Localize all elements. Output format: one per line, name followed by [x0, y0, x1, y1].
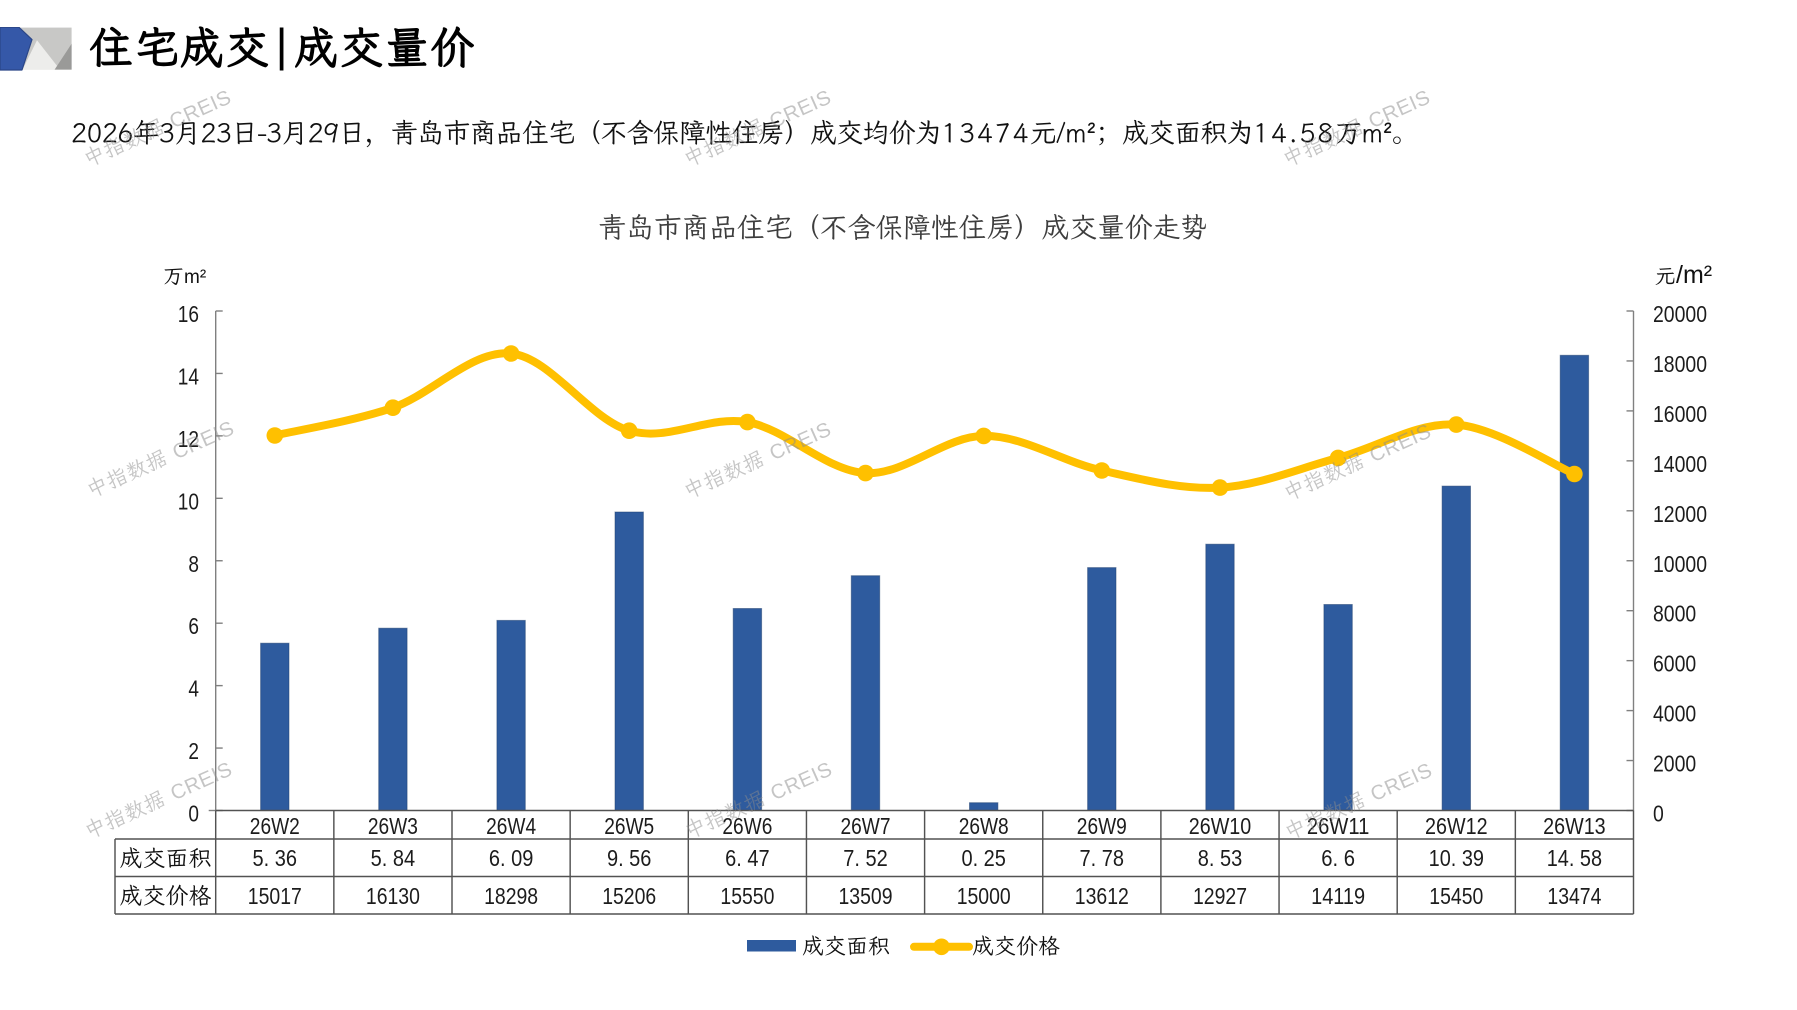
svg-text:26W2: 26W2: [250, 813, 300, 839]
svg-text:18000: 18000: [1653, 351, 1707, 377]
svg-text:2000: 2000: [1653, 751, 1696, 777]
svg-text:16130: 16130: [366, 883, 420, 909]
svg-text:15206: 15206: [602, 883, 656, 909]
svg-text:9. 56: 9. 56: [607, 845, 652, 871]
svg-text:0. 25: 0. 25: [961, 845, 1006, 871]
svg-text:20000: 20000: [1653, 301, 1707, 327]
svg-text:16: 16: [178, 301, 199, 327]
svg-text:7. 52: 7. 52: [843, 845, 888, 871]
svg-text:26W6: 26W6: [722, 813, 772, 839]
svg-text:成交价格: 成交价格: [972, 932, 1060, 961]
svg-text:15450: 15450: [1429, 883, 1483, 909]
svg-text:4000: 4000: [1653, 701, 1696, 727]
svg-text:12000: 12000: [1653, 501, 1707, 527]
svg-text:18298: 18298: [484, 883, 538, 909]
svg-text:10000: 10000: [1653, 551, 1707, 577]
svg-text:元/m²: 元/m²: [1655, 261, 1712, 289]
svg-text:16000: 16000: [1653, 401, 1707, 427]
svg-text:10. 39: 10. 39: [1429, 845, 1484, 871]
svg-text:15017: 15017: [248, 883, 302, 909]
svg-text:0: 0: [188, 801, 199, 827]
svg-text:8000: 8000: [1653, 601, 1696, 627]
svg-text:10: 10: [178, 488, 199, 514]
svg-text:8: 8: [188, 551, 199, 577]
svg-text:14000: 14000: [1653, 451, 1707, 477]
svg-text:13509: 13509: [839, 883, 893, 909]
svg-text:成交面积: 成交面积: [120, 842, 212, 873]
svg-text:0: 0: [1653, 801, 1664, 827]
svg-text:15000: 15000: [957, 883, 1011, 909]
svg-text:青岛市商品住宅（不含保障性住房）成交量价走势: 青岛市商品住宅（不含保障性住房）成交量价走势: [598, 208, 1207, 245]
svg-text:5. 84: 5. 84: [371, 845, 416, 871]
svg-text:8. 53: 8. 53: [1198, 845, 1243, 871]
svg-text:12927: 12927: [1193, 883, 1247, 909]
svg-text:26W11: 26W11: [1307, 813, 1370, 839]
svg-text:13474: 13474: [1547, 883, 1601, 909]
svg-text:12: 12: [178, 426, 199, 452]
svg-text:6. 09: 6. 09: [489, 845, 534, 871]
svg-text:26W8: 26W8: [959, 813, 1009, 839]
svg-text:4: 4: [188, 676, 199, 702]
svg-text:15550: 15550: [720, 883, 774, 909]
svg-text:26W4: 26W4: [486, 813, 536, 839]
svg-text:6000: 6000: [1653, 651, 1696, 677]
svg-text:14119: 14119: [1311, 883, 1365, 909]
svg-text:14: 14: [178, 363, 199, 389]
svg-text:13612: 13612: [1075, 883, 1129, 909]
svg-text:7. 78: 7. 78: [1080, 845, 1125, 871]
svg-text:5. 36: 5. 36: [253, 845, 298, 871]
svg-text:6. 6: 6. 6: [1321, 845, 1355, 871]
svg-text:26W10: 26W10: [1189, 813, 1252, 839]
svg-text:26W9: 26W9: [1077, 813, 1127, 839]
svg-text:6: 6: [188, 613, 199, 639]
svg-text:成交面积: 成交面积: [802, 932, 890, 961]
svg-text:26W12: 26W12: [1425, 813, 1488, 839]
svg-text:6. 47: 6. 47: [725, 845, 770, 871]
svg-text:26W13: 26W13: [1543, 813, 1606, 839]
svg-text:2: 2: [188, 738, 199, 764]
svg-text:26W3: 26W3: [368, 813, 418, 839]
svg-text:14. 58: 14. 58: [1547, 845, 1602, 871]
svg-text:万m²: 万m²: [163, 261, 206, 289]
svg-text:成交价格: 成交价格: [120, 880, 212, 911]
svg-text:26W5: 26W5: [604, 813, 654, 839]
svg-text:26W7: 26W7: [841, 813, 891, 839]
